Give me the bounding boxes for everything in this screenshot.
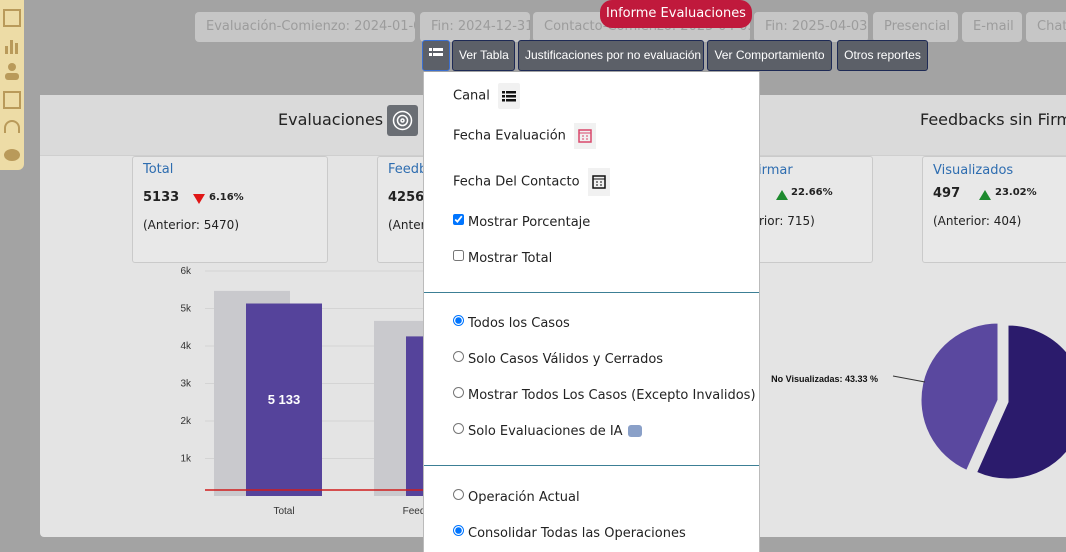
stat-visualizados: Visualizados 497 23.02% (Anterior: 404) <box>922 156 1066 263</box>
pie-leader <box>892 375 926 383</box>
calendar-icon <box>591 175 606 189</box>
stat-label: Total <box>143 162 174 177</box>
radio[interactable] <box>453 351 464 362</box>
stat-change: 22.66% <box>791 187 833 198</box>
sidebar <box>0 0 24 170</box>
trend-icon <box>193 194 205 204</box>
stat-sin-firmar: irmar 22.66% rior: 715) <box>740 156 873 263</box>
field-label: Fecha Del Contacto <box>453 174 580 190</box>
radio-item[interactable]: Solo Casos Válidos y Cerrados <box>453 351 663 367</box>
field-item[interactable]: Fecha Del Contacto <box>453 168 610 196</box>
report-badge: Informe Evaluaciones <box>600 0 752 28</box>
y-tick-label: 4k <box>180 341 192 352</box>
stat-label: Visualizados <box>933 163 1014 178</box>
divider <box>424 465 759 466</box>
filter-pill[interactable]: Fin: 2024-12-31 <box>420 12 530 42</box>
radio-item[interactable]: Consolidar Todas las Operaciones <box>453 525 686 541</box>
stat-total: Total 5133 6.16% (Anterior: 5470) <box>132 156 328 263</box>
radio[interactable] <box>453 423 464 434</box>
x-tick-label: Feed <box>403 506 426 517</box>
radio-label: Solo Evaluaciones de IA <box>468 424 623 439</box>
field-item[interactable]: Fecha Evaluación <box>453 123 597 149</box>
sidebar-icons <box>3 9 21 161</box>
radio-item[interactable]: Solo Evaluaciones de IA <box>453 423 642 439</box>
stat-change: 6.16% <box>209 192 244 203</box>
toolbar-button[interactable]: Justificaciones por no evaluación <box>518 40 704 71</box>
radio-item[interactable]: Todos los Casos <box>453 315 570 331</box>
toolbar-button[interactable]: Ver Tabla <box>452 40 515 71</box>
radio-label: Mostrar Todos Los Casos (Excepto Invalid… <box>468 388 756 403</box>
filter-pill[interactable]: Chat <box>1026 12 1066 42</box>
divider <box>424 292 759 293</box>
stat-value: 4256 <box>388 190 425 205</box>
pie-slice <box>976 324 1066 480</box>
filter-pill[interactable]: E-mail <box>962 12 1022 42</box>
panel-title: Evaluaciones <box>278 110 384 129</box>
radio[interactable] <box>453 489 464 500</box>
stat-previous: (Anteri <box>388 218 429 232</box>
target-icon <box>392 110 413 131</box>
ai-icon <box>627 425 642 437</box>
list-icon <box>429 48 443 56</box>
radio[interactable] <box>453 387 464 398</box>
checkbox[interactable] <box>453 250 464 261</box>
toolbar-button[interactable]: Otros reportes <box>837 40 928 71</box>
trend-icon <box>979 190 991 200</box>
checkbox-item[interactable]: Mostrar Total <box>453 250 552 266</box>
filter-pill[interactable]: Presencial <box>873 12 958 42</box>
stat-value: 497 <box>933 186 961 201</box>
x-tick-label: Total <box>273 506 294 517</box>
stat-label: irmar <box>758 163 793 178</box>
toolbar-button[interactable]: Ver Comportamiento <box>707 40 832 71</box>
stat-label: Feedb <box>388 162 428 177</box>
options-menu: Canal Fecha Evaluación Fecha Del Contact… <box>423 72 760 552</box>
y-tick-label: 6k <box>180 266 192 277</box>
checkbox[interactable] <box>453 214 464 225</box>
bar <box>246 303 322 496</box>
field-item[interactable]: Canal <box>453 83 521 109</box>
pie-label: No Visualizadas: 43.33 % <box>771 374 878 384</box>
filter-pill[interactable]: Evaluación-Comienzo: 2024-01-01 <box>195 12 415 42</box>
stat-change: 23.02% <box>995 187 1037 198</box>
checkbox-item[interactable]: Mostrar Porcentaje <box>453 214 590 230</box>
radio-item[interactable]: Mostrar Todos Los Casos (Excepto Invalid… <box>453 387 756 403</box>
field-label: Fecha Evaluación <box>453 128 566 144</box>
panel-right-title: Feedbacks sin Firma <box>920 110 1066 129</box>
radio-label: Operación Actual <box>468 490 580 505</box>
pie-slice <box>920 322 999 471</box>
bar-label: 5 133 <box>268 392 301 407</box>
radio[interactable] <box>453 315 464 326</box>
radio[interactable] <box>453 525 464 536</box>
stat-value: 5133 <box>143 190 180 205</box>
checkbox-label: Mostrar Porcentaje <box>468 215 591 230</box>
radio-label: Todos los Casos <box>468 316 570 331</box>
filter-pill[interactable]: Fin: 2025-04-03 <box>754 12 868 42</box>
checkbox-label: Mostrar Total <box>468 251 553 266</box>
stat-previous: (Anterior: 5470) <box>143 218 239 232</box>
y-tick-label: 2k <box>180 416 192 427</box>
target-button[interactable] <box>387 105 418 136</box>
y-tick-label: 1k <box>180 454 192 465</box>
menu-toggle[interactable] <box>422 40 450 71</box>
field-label: Canal <box>453 88 490 104</box>
trend-icon <box>776 190 788 200</box>
calendar-icon <box>578 129 592 143</box>
list-icon <box>502 91 517 102</box>
radio-label: Consolidar Todas las Operaciones <box>468 526 686 541</box>
radio-item[interactable]: Operación Actual <box>453 489 580 505</box>
y-tick-label: 5k <box>180 304 192 315</box>
stat-previous: rior: 715) <box>759 214 815 228</box>
stat-previous: (Anterior: 404) <box>933 214 1022 228</box>
radio-label: Solo Casos Válidos y Cerrados <box>468 352 664 367</box>
y-tick-label: 3k <box>180 379 192 390</box>
